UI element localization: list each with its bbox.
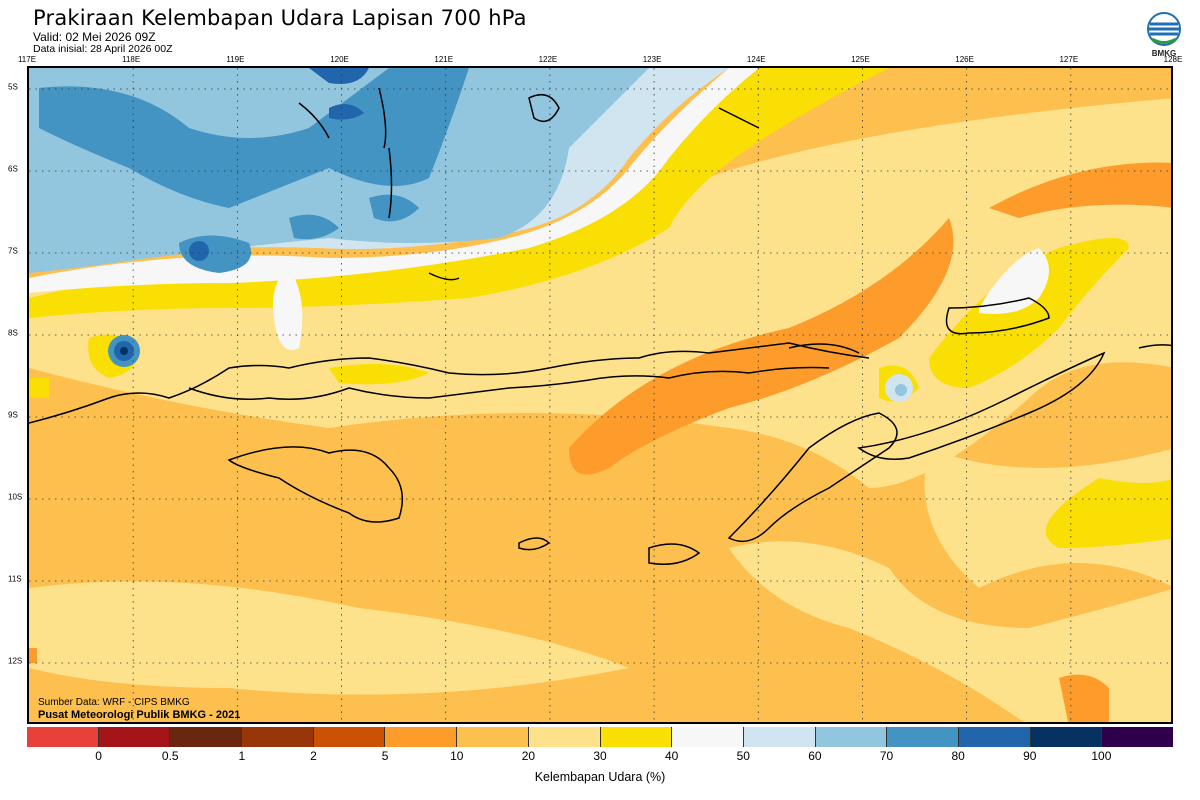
latitude-label: 10S <box>8 492 23 502</box>
latitude-label: 6S <box>8 164 18 174</box>
publisher-credit: Pusat Meteorologi Publik BMKG - 2021 <box>38 709 241 721</box>
colorbar-label: 30 <box>593 749 607 763</box>
data-source-credit: Sumber Data: WRF - CIPS BMKG <box>38 697 190 708</box>
colorbar-label: 50 <box>736 749 750 763</box>
colorbar-swatch <box>27 727 99 747</box>
colorbar-swatch <box>457 727 529 747</box>
longitude-label: 119E <box>226 55 245 64</box>
colorbar-label: 90 <box>1023 749 1037 763</box>
colorbar-label: 1 <box>238 749 246 763</box>
colorbar-swatch <box>385 727 458 747</box>
longitude-label: 127E <box>1059 55 1079 64</box>
colorbar-swatch <box>242 727 314 747</box>
latitude-label: 9S <box>8 410 18 420</box>
humidity-field-80-90 <box>114 68 907 396</box>
longitude-label: 120E <box>330 55 349 64</box>
latitude-label: 7S <box>8 246 18 256</box>
longitude-label: 123E <box>642 55 662 64</box>
colorbar-label: 0.5 <box>161 749 179 763</box>
longitude-label: 124E <box>746 55 766 64</box>
longitude-label: 128E <box>1163 55 1183 64</box>
colorbar-swatch <box>743 727 816 747</box>
initial-data-time: Data inisial: 28 April 2026 00Z <box>33 43 173 55</box>
lat-lon-grid <box>29 68 1171 722</box>
longitude-label: 126E <box>955 55 974 64</box>
colorbar-label: 0 <box>95 749 102 763</box>
longitude-label: 117E <box>17 55 37 64</box>
longitude-label: 118E <box>122 55 141 64</box>
colorbar-title: Kelembapan Udara (%) <box>534 770 666 784</box>
colorbar-label: 2 <box>310 749 317 763</box>
latitude-label: 5S <box>8 82 18 92</box>
latitude-label: 12S <box>8 656 23 666</box>
colorbar-swatch <box>672 727 744 747</box>
colorbar-label: 100 <box>1091 749 1112 763</box>
colorbar-swatch <box>313 727 386 747</box>
colorbar-swatch <box>98 727 171 747</box>
humidity-field-40-50 <box>29 68 1049 350</box>
colorbar-swatch <box>1030 727 1103 747</box>
colorbar-swatch <box>887 727 959 747</box>
longitude-label: 121E <box>434 55 454 64</box>
humidity-field-30-40 <box>29 68 1171 548</box>
colorbar <box>27 727 1173 747</box>
humidity-map <box>27 66 1173 724</box>
colorbar-label: 40 <box>664 749 679 763</box>
longitude-label: 125E <box>851 55 870 64</box>
coastlines <box>29 87 1171 565</box>
colorbar-label: 10 <box>450 749 464 763</box>
colorbar-swatch <box>170 727 243 747</box>
colorbar-label: 80 <box>951 749 965 763</box>
latitude-label: 8S <box>8 328 18 338</box>
humidity-core-90-100 <box>120 347 128 355</box>
colorbar-label: 60 <box>808 749 822 763</box>
map-title: Prakiraan Kelembapan Udara Lapisan 700 h… <box>33 6 527 30</box>
colorbar-swatch <box>815 727 888 747</box>
colorbar-label: 20 <box>521 749 536 763</box>
colorbar-swatch <box>528 727 601 747</box>
colorbar-swatch <box>1102 727 1173 747</box>
svg-text:BMKG: BMKG <box>1152 49 1176 58</box>
bmkg-logo: BMKG <box>1144 10 1184 58</box>
colorbar-swatch <box>958 727 1031 747</box>
valid-time: Valid: 02 Mei 2026 09Z <box>33 30 156 44</box>
colorbar-label: 5 <box>381 749 389 763</box>
colorbar-swatch <box>600 727 673 747</box>
latitude-label: 11S <box>8 574 22 584</box>
colorbar-label: 70 <box>879 749 894 763</box>
longitude-label: 122E <box>538 55 558 64</box>
